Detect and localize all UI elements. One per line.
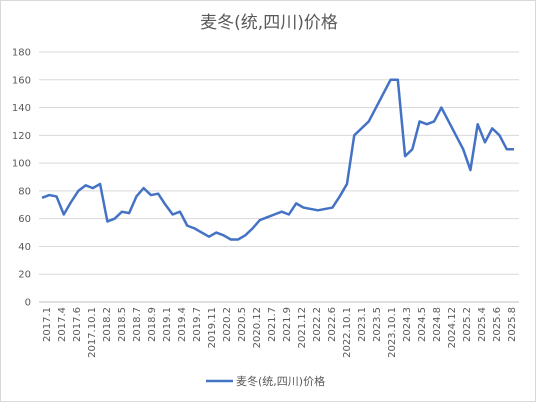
x-tick-label: 2020.5 (237, 307, 248, 342)
x-tick-label: 2022.2 (312, 307, 323, 342)
y-tick-label: 140 (12, 103, 31, 114)
series-line (41, 78, 514, 241)
x-tick-label: 2024.8 (432, 307, 443, 342)
x-tick-label: 2018.7 (132, 307, 143, 342)
x-tick-label: 2021.7 (267, 307, 278, 342)
y-tick-label: 100 (12, 159, 31, 170)
x-tick-label: 2019.7 (192, 307, 203, 342)
x-tick-label: 2019.1 (162, 307, 173, 342)
x-tick-label: 2024.3 (402, 307, 413, 342)
x-tick-label: 2017.4 (57, 307, 68, 342)
x-tick-label: 2021.9 (282, 307, 293, 342)
x-tick-label: 2020.2 (222, 307, 233, 342)
y-tick-label: 40 (18, 242, 31, 253)
x-tick-label: 2017.1 (42, 307, 53, 342)
y-tick-label: 20 (18, 270, 31, 281)
x-tick-label: 2025.2 (462, 307, 473, 342)
x-tick-label: 2017.6 (72, 307, 83, 342)
y-tick-label: 120 (12, 131, 31, 142)
x-tick-label: 2023.10.1 (387, 307, 398, 358)
x-tick-label: 2022.10.1 (342, 307, 353, 358)
y-tick-label: 80 (18, 186, 31, 197)
x-tick-label: 2018.2 (102, 307, 113, 342)
x-tick-label: 2021.12 (297, 307, 308, 348)
y-tick-label: 180 (12, 48, 31, 59)
legend: 麦冬(统,四川)价格 (206, 374, 325, 388)
legend-label: 麦冬(统,四川)价格 (236, 374, 325, 388)
y-tick-label: 60 (18, 214, 31, 225)
x-tick-label: 2023.1 (357, 307, 368, 342)
grid-lines (39, 51, 519, 303)
x-tick-label: 2018.5 (117, 307, 128, 342)
y-axis-tick-labels: 0 20 40 60 80 100 120 140 160 180 (12, 48, 31, 309)
x-tick-label: 2025.6 (492, 307, 503, 342)
x-tick-label: 2025.4 (477, 307, 488, 342)
series-lines (41, 78, 514, 241)
x-tick-label: 2024.5 (417, 307, 428, 342)
y-tick-label: 160 (12, 75, 31, 86)
x-tick-label: 2020.12 (252, 307, 263, 348)
chart-title: 麦冬(统,四川)价格 (200, 13, 338, 33)
x-tick-label: 2019.4 (177, 307, 188, 342)
x-tick-label: 2018.9 (147, 307, 158, 342)
x-tick-label: 2025.8 (507, 307, 518, 342)
x-tick-label: 2017.10.1 (87, 307, 98, 358)
y-tick-label: 0 (25, 298, 31, 309)
x-axis-tick-labels: 2017.1 2017.4 2017.6 2017.10.1 2018.2 2018.5 2… (42, 307, 518, 358)
x-tick-label: 2019.11 (207, 307, 218, 348)
x-tick-label: 2022.6 (327, 307, 338, 342)
x-tick-label: 2023.5 (372, 307, 383, 342)
x-tick-label: 2024.12 (447, 307, 458, 348)
